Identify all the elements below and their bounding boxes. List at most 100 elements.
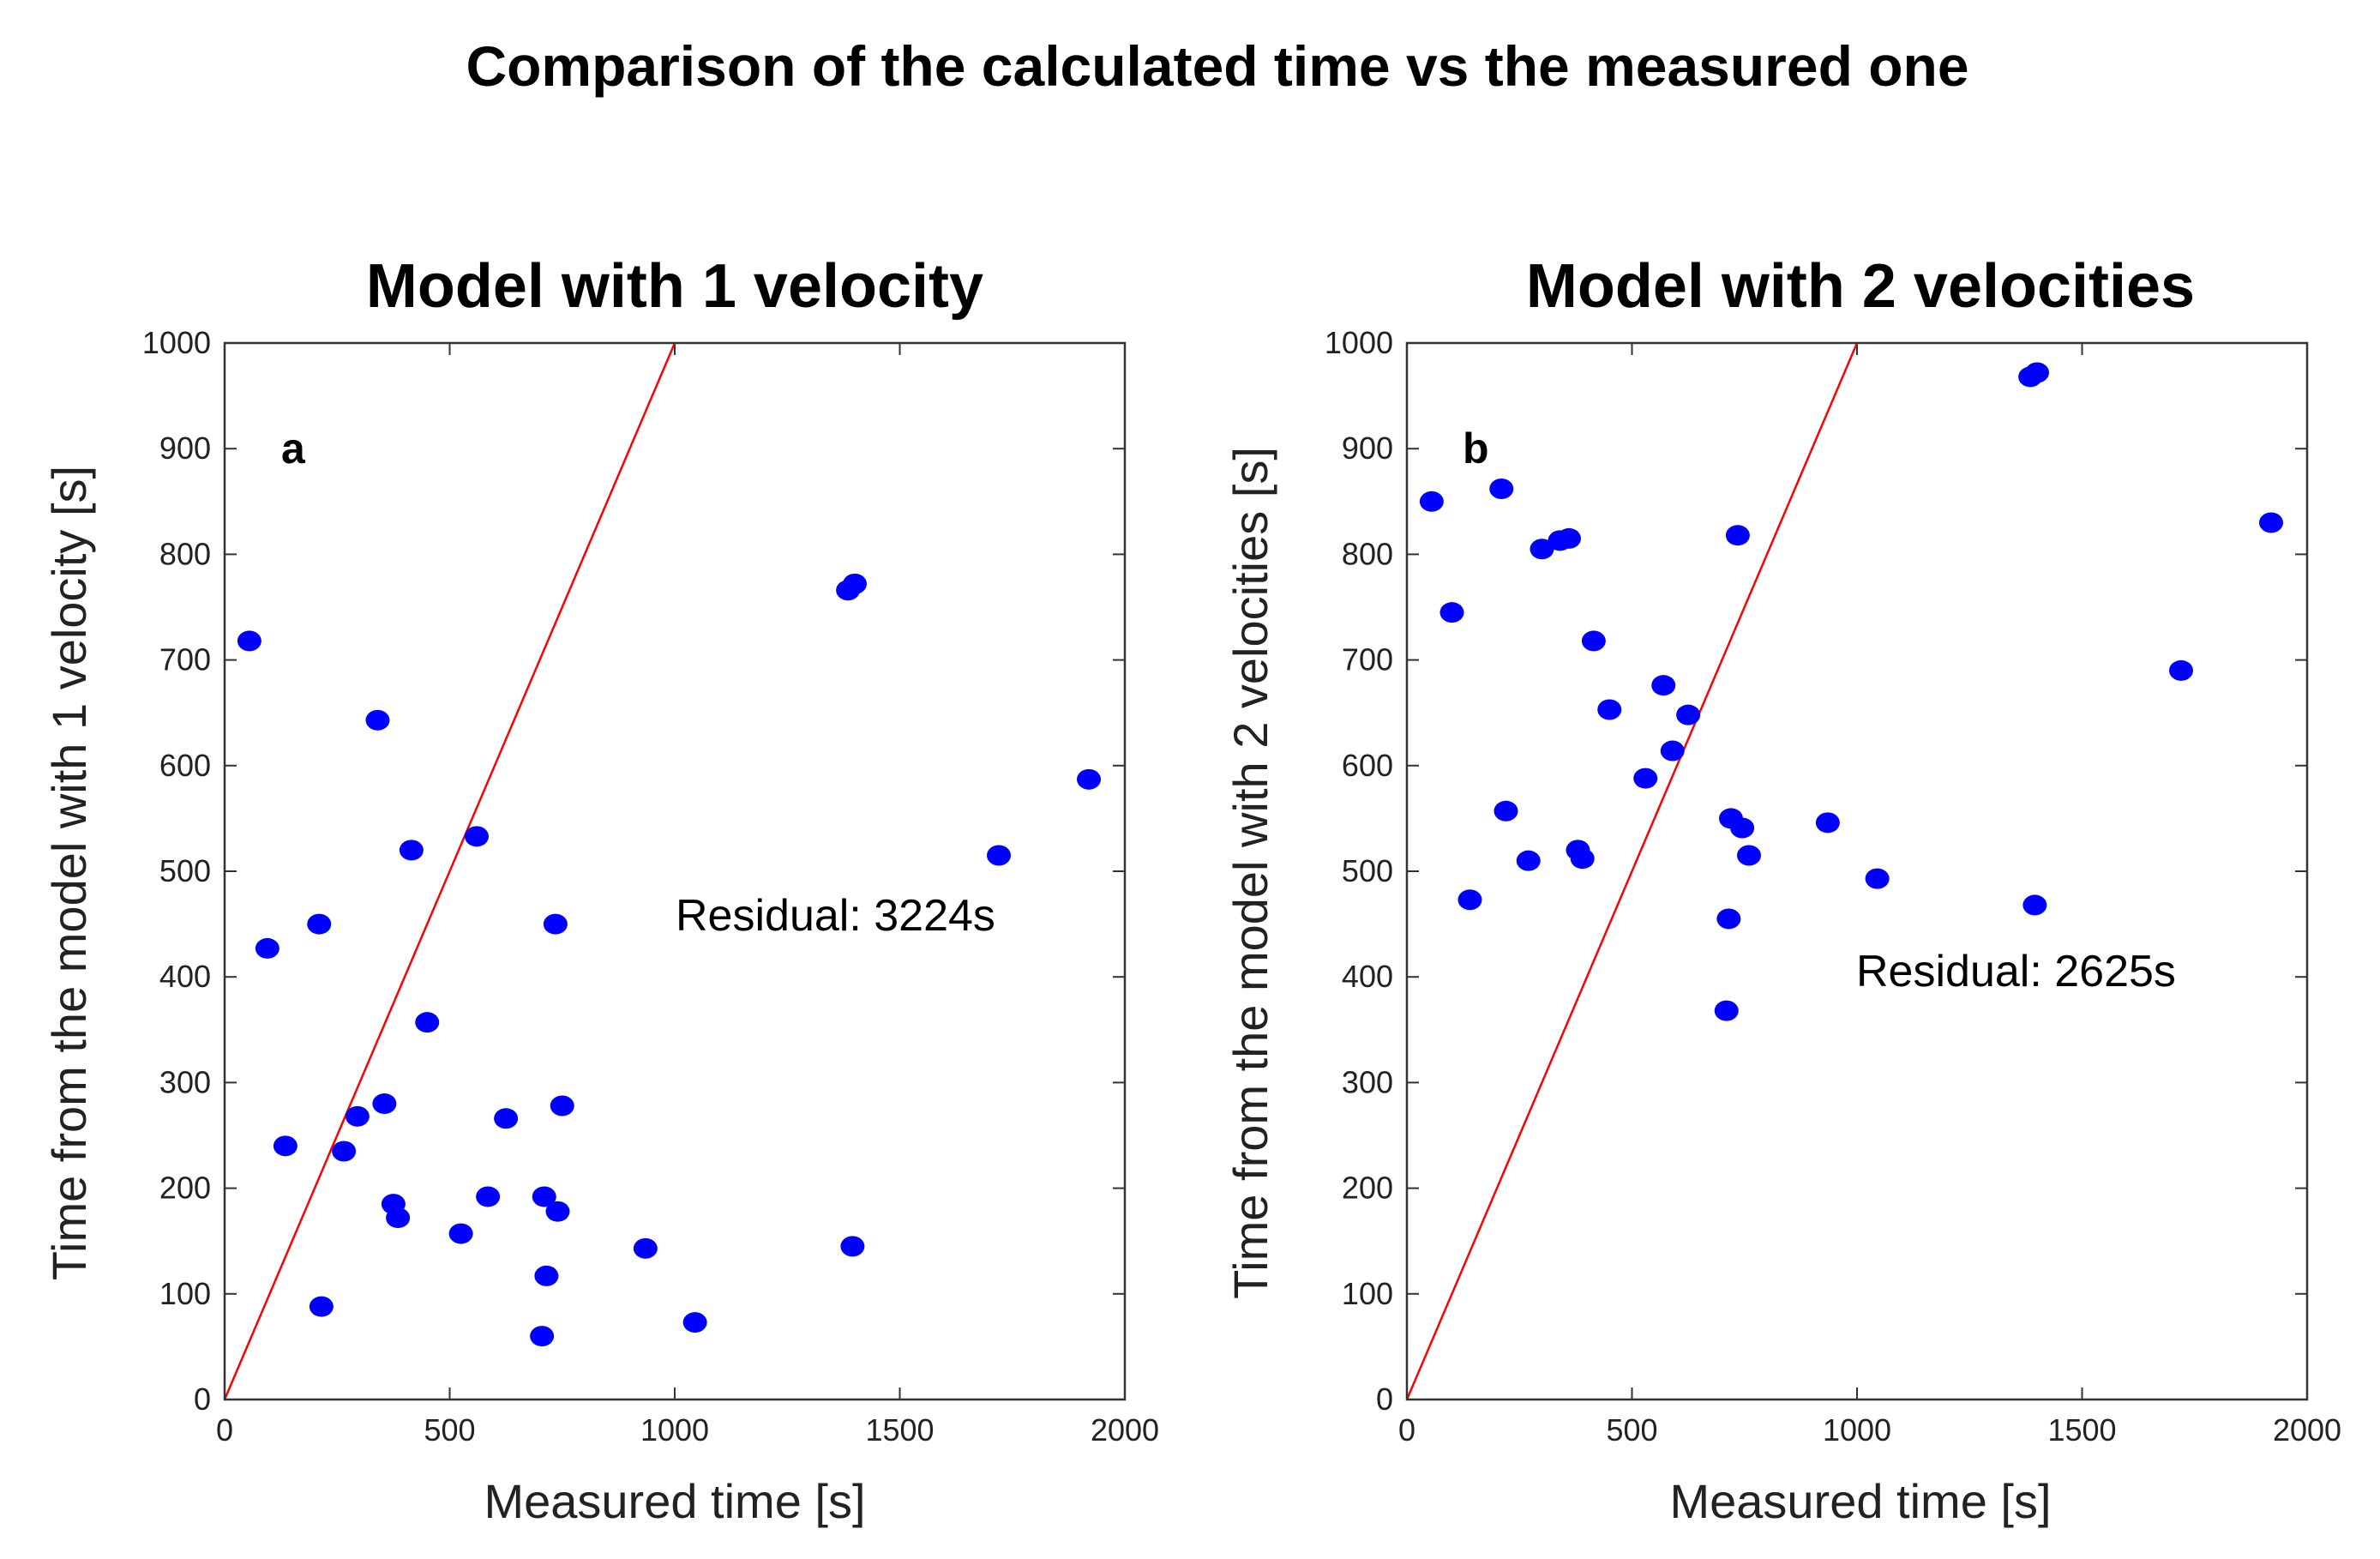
panel-a-y-tick-label: 100 (159, 1276, 211, 1311)
panel-b-data-point (2259, 512, 2283, 533)
panel-a-y-tick-label: 900 (159, 430, 211, 466)
panel-a-y-tick-label: 800 (159, 536, 211, 571)
panel-b-residual-annotation: Residual: 2625s (1856, 947, 2176, 996)
panel-b-y-axis-label: Time from the model with 2 velocities [s… (1223, 447, 1277, 1299)
panel-b-axes: 0 500 1000 1500 2000 0 100 200 300 400 500 600 700 80… (1325, 325, 2341, 1448)
panel-a-data-point (550, 1095, 574, 1117)
panel-a-data-point (332, 1141, 357, 1162)
panel-b-y-tick-label: 300 (1342, 1064, 1393, 1099)
panel-a-data-point (545, 1201, 570, 1222)
panel-a-data-point (633, 1237, 658, 1259)
panel-a-data-point (530, 1326, 555, 1347)
panel-b-y-tick-label: 700 (1342, 642, 1393, 677)
panel-b-data-point (2169, 659, 2193, 681)
panel-b-data-point (1439, 602, 1464, 623)
panel-b-y-tick-label: 400 (1342, 959, 1393, 994)
panel-b-x-tick-label: 1500 (2047, 1412, 2116, 1448)
panel-b-data-point (1516, 850, 1541, 871)
panel-a-axes: 0 500 1000 1500 2000 0 100 200 300 400 500 600 700 80… (142, 325, 1159, 1448)
panel-a-data-point (273, 1135, 298, 1157)
panel-a-y-axis-label: Time from the model with 1 velocity [s] (42, 466, 96, 1280)
panel-a-data-point (534, 1265, 559, 1286)
panel-b-y-tick-label: 600 (1342, 748, 1393, 783)
panel-b-y-tick-label: 800 (1342, 536, 1393, 571)
panel-b-data-point (1419, 491, 1444, 512)
panel-b-y-tick-label: 900 (1342, 430, 1393, 466)
panel-a-data-point (840, 1236, 865, 1257)
panel-a-y-tick-label: 200 (159, 1171, 211, 1206)
panel-b-data-point (2022, 894, 2047, 916)
panel-b-y-tick-label: 1000 (1325, 325, 1393, 360)
panel-a-y-tick-label: 600 (159, 748, 211, 783)
panel-b-data-point (1651, 675, 1676, 696)
panel-b-reference-line (1407, 343, 1859, 1399)
panel-b-data-point (1489, 479, 1514, 500)
panel-b-title: Model with 2 velocities (1526, 252, 2195, 321)
panel-b-y-tick-label: 500 (1342, 853, 1393, 888)
panel-a-data-point (465, 826, 489, 847)
panel-b-data-point (1730, 817, 1755, 839)
panel-a-letter: a (281, 424, 306, 473)
panel-a-x-tick-label: 500 (424, 1412, 475, 1448)
panel-a-data-point (987, 845, 1011, 866)
panel-a-data-point (532, 1186, 556, 1207)
panel-a-data-point (494, 1108, 519, 1129)
panel-a-y-tick-label: 300 (159, 1064, 211, 1099)
panel-a-data-point (345, 1105, 370, 1127)
panel-b-data-point (1676, 704, 1701, 725)
panel-b-letter: b (1463, 424, 1489, 473)
panel-b-data-point (1737, 845, 1761, 866)
panel-a-x-tick-label: 1000 (640, 1412, 709, 1448)
panel-a-data-point (237, 630, 261, 652)
panel-b-y-tick-label: 0 (1376, 1381, 1393, 1417)
panel-a-y-tick-label: 500 (159, 853, 211, 888)
panel-b-data-point (1581, 630, 1606, 652)
panel-a-data-point (543, 913, 568, 935)
panel-a-data-point (372, 1093, 397, 1115)
panel-b-data-point (1865, 868, 1890, 889)
panel-a-data-point (476, 1186, 501, 1207)
panel-a-data-point (365, 709, 390, 731)
panel-a-data-point (386, 1207, 411, 1229)
panel-a-data-point (843, 573, 867, 594)
panel-b-data-point (1714, 1000, 1739, 1021)
panel-b-data-point (1660, 740, 1685, 761)
panel-b-data-point (1725, 525, 1750, 546)
panel-b-data-point (2025, 362, 2049, 383)
panel-b-data-point (1530, 539, 1554, 560)
panel-b-x-tick-label: 1000 (1823, 1412, 1891, 1448)
panel-b-plot-frame (1405, 341, 2309, 1401)
panel-a-data-point (307, 913, 332, 935)
panel-b-y-tick-label: 100 (1342, 1276, 1393, 1311)
panel-b-data-point (1557, 527, 1581, 549)
panel-b-x-axis-label: Measured time [s] (1669, 1474, 2051, 1528)
panel-b-data-point (1716, 908, 1741, 930)
panel-a-residual-annotation: Residual: 3224s (676, 891, 995, 941)
panel-a-y-tick-label: 400 (159, 959, 211, 994)
panel-b-x-tick-label: 0 (1398, 1412, 1415, 1448)
panel-b-data-point (1633, 767, 1658, 789)
panel-a-title: Model with 1 velocity (366, 252, 983, 321)
panel-b-data-point (1494, 800, 1518, 822)
panel-a-data-point (415, 1012, 440, 1033)
panel-a-x-tick-label: 0 (216, 1412, 233, 1448)
panel-a-x-axis-label: Measured time [s] (484, 1474, 865, 1528)
panel-a-y-tick-label: 1000 (142, 325, 211, 360)
panel-a-y-tick-label: 700 (159, 642, 211, 677)
panel-b-data-point (1597, 699, 1622, 720)
panel-b-y-tick-label: 200 (1342, 1171, 1393, 1206)
panel-b-data-point (1815, 812, 1840, 834)
panel-a-plot-frame (223, 341, 1127, 1401)
figure-title: Comparison of the calculated time vs the… (466, 34, 1968, 98)
panel-a-x-tick-label: 1500 (865, 1412, 934, 1448)
panel-a-x-tick-label: 2000 (1091, 1412, 1159, 1448)
panel-a-data-point (448, 1223, 473, 1244)
panel-a-reference-line (225, 343, 676, 1399)
panel-a-data-point (309, 1296, 334, 1317)
panel-b-x-tick-label: 500 (1606, 1412, 1657, 1448)
panel-a: Model with 1 velocity 0 500 1000 1500 2000 0 1… (42, 252, 1159, 1528)
panel-b-data-point (1570, 848, 1595, 870)
panel-a-data-point (399, 840, 424, 861)
panel-b-x-tick-label: 2000 (2273, 1412, 2341, 1448)
